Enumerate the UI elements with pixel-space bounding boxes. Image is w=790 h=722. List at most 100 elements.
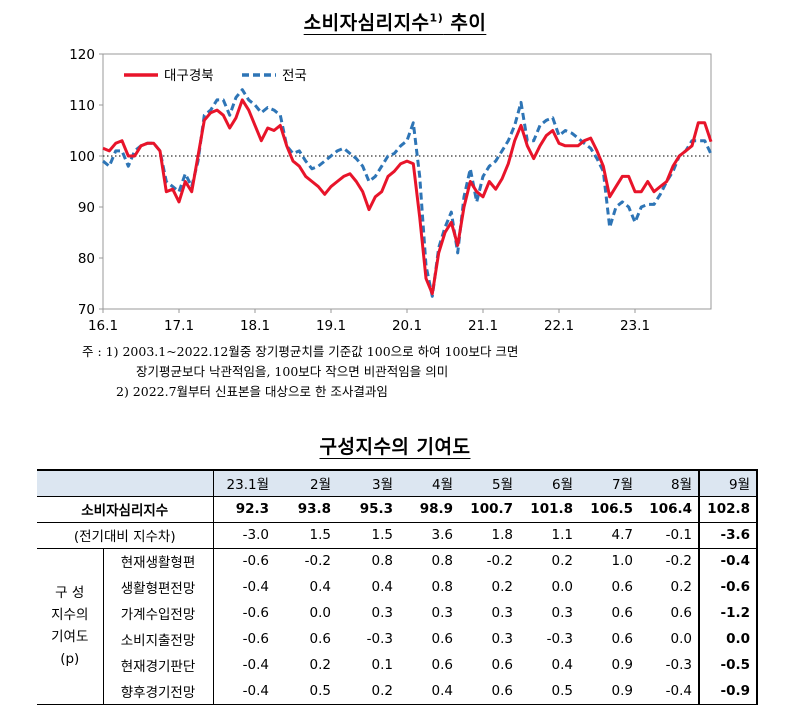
table-cell: 92.3 (212, 496, 275, 523)
table-cell: 0.0 (309, 605, 331, 621)
row-label: 현재경기판단 (102, 652, 213, 678)
x-tick-label: 19.1 (316, 318, 346, 334)
series-line-daegu (102, 98, 713, 296)
table-cell: 0.2 (337, 678, 399, 705)
row-label-main: 소비자심리지수 (37, 496, 213, 523)
table-cell: -0.4 (212, 678, 275, 705)
row-label: 향후경기전망 (102, 678, 213, 705)
header-month: 4월 (399, 469, 459, 497)
table-header-row: 23.1월 2월 3월 4월 5월 6월 7월 8월 9월 (37, 469, 758, 497)
table-cell: 1.0 (611, 553, 633, 570)
table-cell: 93.8 (275, 496, 337, 523)
table-cell: 106.5 (579, 496, 639, 523)
table-cell: 0.0 (670, 631, 692, 647)
row-label: 생활형편전망 (102, 574, 213, 600)
table-cell: 0.5 (519, 678, 579, 705)
table-cell: -0.6 (212, 548, 275, 574)
group-label-line: 기여도 (51, 629, 89, 645)
table-row: 현재경기판단 -0.4 0.2 0.1 0.6 0.6 0.4 0.9 -0.3 -0.5 (37, 652, 758, 678)
table-cell: 0.6 (670, 605, 692, 621)
header-month: 5월 (459, 469, 519, 497)
series-line-national (102, 88, 713, 298)
table-cell: 4.7 (579, 522, 639, 549)
chart-title-tail: 추이 (443, 12, 487, 34)
table-cell: 0.4 (399, 678, 459, 705)
x-tick-label: 17.1 (164, 318, 194, 334)
header-blank (37, 469, 213, 497)
table-row-main: 소비자심리지수 92.3 93.8 95.3 98.9 100.7 101.8 … (37, 496, 758, 523)
table-cell: 0.6 (309, 631, 331, 647)
header-month: 23.1월 (212, 469, 275, 497)
table-cell: 0.6 (611, 631, 633, 647)
y-tick-label: 100 (69, 149, 95, 165)
table-cell: -0.2 (486, 553, 513, 570)
table-row: 향후경기전망 -0.4 0.5 0.2 0.4 0.6 0.5 0.9 -0.4 -0.9 (37, 678, 758, 705)
series-group (102, 88, 713, 298)
table-cell: 0.1 (371, 657, 393, 673)
table-cell: -0.4 (212, 574, 275, 600)
x-tick-label: 16.1 (88, 318, 118, 334)
table-cell: 0.6 (611, 579, 633, 595)
contribution-table: 23.1월 2월 3월 4월 5월 6월 7월 8월 9월 소비자심리지수 92… (37, 469, 758, 705)
group-label-line: (p) (60, 651, 80, 667)
table-cell: 106.4 (639, 496, 699, 523)
table-row: 가계수입전망 -0.6 0.0 0.3 0.3 0.3 0.3 0.6 0.6 -1.2 (37, 600, 758, 626)
x-tick-label: 23.1 (620, 318, 650, 334)
table-cell-current: -3.6 (698, 522, 758, 549)
y-axis: 70 80 90 100 110 120 (69, 47, 103, 318)
table-cell-current: -0.4 (698, 548, 758, 574)
table-cell: 0.4 (371, 579, 393, 595)
table-row-diff: (전기대비 지수차) -3.0 1.5 1.5 3.6 1.8 1.1 4.7 … (37, 522, 758, 549)
header-month: 3월 (337, 469, 399, 497)
table-cell-current: -0.6 (698, 574, 758, 600)
table-cell: -0.6 (212, 626, 275, 652)
table-row: 소비지출전망 -0.6 0.6 -0.3 0.6 0.3 -0.3 0.6 0.0 0.0 (37, 626, 758, 652)
row-label: 가계수입전망 (102, 600, 213, 626)
table-cell: 0.3 (431, 605, 453, 621)
table-cell: -0.6 (212, 600, 275, 626)
table-cell: 3.6 (399, 522, 459, 549)
chart-title-sup: 1) (429, 11, 444, 25)
table-cell-current: 102.8 (698, 496, 758, 523)
table-cell: 0.5 (275, 678, 337, 705)
table-cell: 98.9 (399, 496, 459, 523)
table-cell: 1.8 (459, 522, 519, 549)
note-1a: 주 : 1) 2003.1~2022.12월중 장기평균치를 기준값 100으로… (82, 344, 519, 359)
table-cell: 0.6 (431, 657, 453, 673)
table-cell: 0.2 (491, 579, 513, 595)
table-cell: 0.6 (491, 657, 513, 673)
plot-area (102, 53, 712, 310)
y-tick-label: 120 (69, 47, 95, 63)
y-tick-label: 90 (78, 200, 95, 216)
chart-title: 소비자심리지수1) 추이 (0, 8, 790, 35)
table-cell: 0.2 (309, 657, 331, 673)
table-cell: 0.2 (551, 553, 573, 570)
row-label-diff: (전기대비 지수차) (37, 522, 213, 549)
table-title: 구성지수의 기여도 (319, 436, 471, 458)
x-tick-label: 20.1 (392, 318, 422, 334)
table-cell: 0.8 (431, 553, 453, 570)
table-cell: 1.1 (519, 522, 579, 549)
table-cell: 0.3 (371, 605, 393, 621)
table-cell-current: -0.5 (698, 652, 758, 678)
y-tick-label: 110 (69, 98, 95, 114)
header-month-current: 9월 (698, 469, 758, 497)
table-cell: -0.1 (639, 522, 699, 549)
x-tick-label: 22.1 (544, 318, 574, 334)
row-label: 현재생활형편 (102, 548, 213, 574)
table-cell: 0.6 (459, 678, 519, 705)
table-cell: 0.3 (491, 605, 513, 621)
chart-notes: 주 : 1) 2003.1~2022.12월중 장기평균치를 기준값 100으로… (82, 342, 518, 402)
table-cell: -0.3 (665, 657, 692, 673)
table-cell: -0.2 (304, 553, 331, 570)
table-cell: 100.7 (459, 496, 519, 523)
note-2: 2) 2022.7월부터 신표본을 대상으로 한 조사결과임 (116, 384, 388, 399)
group-label: 구 성 지수의 기여도 (p) (37, 548, 103, 705)
table-cell: 0.9 (611, 657, 633, 673)
table-cell: 0.3 (491, 631, 513, 647)
table-cell: -0.4 (639, 678, 699, 705)
table-row: 구 성 지수의 기여도 (p) 현재생활형편 -0.6 -0.2 0.8 0.8 -0.2 0.2 1… (37, 548, 758, 705)
x-tick-label: 21.1 (468, 318, 498, 334)
table-cell: 0.4 (309, 579, 331, 595)
table-cell-current: -0.9 (698, 678, 758, 705)
